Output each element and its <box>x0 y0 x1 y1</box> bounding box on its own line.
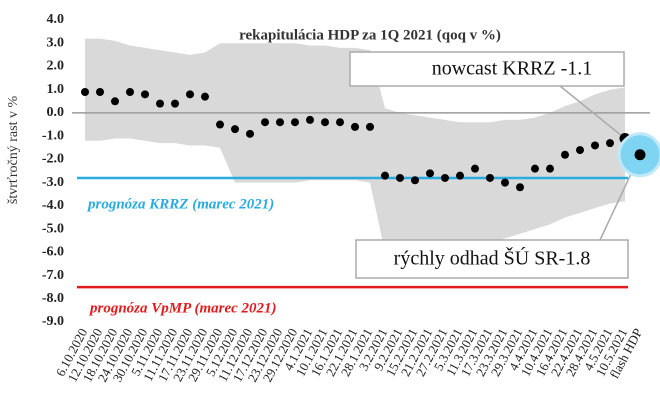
y-tick-label: -9.0 <box>42 314 64 329</box>
reference-label: prognóza VpMP (marec 2021) <box>88 301 277 317</box>
annotation: rýchly odhad ŠÚ SR-1.8 <box>394 246 591 270</box>
point <box>201 92 209 101</box>
y-tick-label: 4.0 <box>47 12 65 27</box>
point <box>306 115 314 124</box>
y-tick-label: 3.0 <box>47 35 65 50</box>
y-tick-label: 0.0 <box>47 105 65 120</box>
point <box>276 118 284 127</box>
point <box>561 150 569 159</box>
point <box>366 122 374 131</box>
point <box>81 88 89 97</box>
point <box>516 183 524 192</box>
point <box>351 122 359 131</box>
point <box>261 118 269 127</box>
y-tick-label: -1.0 <box>42 128 64 143</box>
point <box>634 149 646 161</box>
point <box>546 164 554 173</box>
annotation-box <box>349 51 625 87</box>
point <box>576 146 584 155</box>
y-tick-label: 1.0 <box>47 82 65 97</box>
point <box>111 97 119 106</box>
point <box>246 129 254 138</box>
chart-title: rekapitulácia HDP za 1Q 2021 (qoq v %) <box>239 27 501 43</box>
y-tick-label: -7.0 <box>42 268 64 283</box>
y-tick-label: -4.0 <box>42 198 64 213</box>
point <box>426 169 434 178</box>
point <box>591 141 599 150</box>
point <box>291 118 299 127</box>
reference-label: prognóza KRRZ (marec 2021) <box>86 196 274 212</box>
point <box>486 173 494 182</box>
point <box>216 120 224 129</box>
point <box>411 176 419 185</box>
point <box>156 99 164 108</box>
point <box>441 173 449 182</box>
point <box>501 178 509 187</box>
y-tick-label: 2.0 <box>47 59 65 74</box>
point <box>321 118 329 127</box>
annotation: nowcast KRRZ -1.1 <box>432 58 593 80</box>
point <box>141 90 149 99</box>
point <box>96 88 104 97</box>
leader-line <box>559 85 626 140</box>
annotation-box <box>355 239 629 279</box>
point <box>381 171 389 180</box>
y-axis-label: štvrťročný rast v % <box>6 96 21 205</box>
point <box>606 139 614 148</box>
point <box>231 125 239 134</box>
point <box>126 88 134 97</box>
y-tick-label: -3.0 <box>42 175 64 190</box>
range-band <box>85 38 625 255</box>
point <box>336 118 344 127</box>
point <box>456 171 464 180</box>
y-tick-label: -8.0 <box>42 291 64 306</box>
point <box>186 90 194 99</box>
point <box>171 99 179 108</box>
y-tick-label: -6.0 <box>42 245 64 260</box>
y-tick-label: -2.0 <box>42 152 64 167</box>
point <box>531 164 539 173</box>
point <box>471 164 479 173</box>
y-tick-label: -5.0 <box>42 221 64 236</box>
point <box>396 173 404 182</box>
